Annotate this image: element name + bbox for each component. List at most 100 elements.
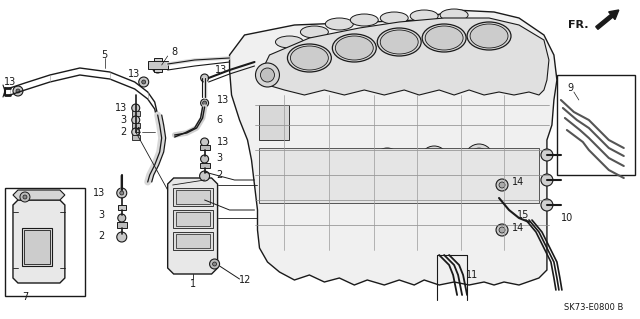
Bar [557,75,635,175]
Bar [22,228,52,266]
Ellipse shape [377,28,421,56]
Ellipse shape [325,18,353,30]
Circle shape [541,149,553,161]
Bar [175,212,209,226]
Circle shape [373,148,401,176]
Bar [118,205,125,210]
Circle shape [153,63,163,73]
Bar [173,188,212,206]
Polygon shape [257,18,549,95]
Text: SK73-E0800 B: SK73-E0800 B [564,303,623,313]
Text: 4: 4 [134,127,141,137]
Circle shape [200,171,209,181]
Circle shape [275,156,303,184]
Circle shape [424,150,444,170]
Circle shape [541,174,553,186]
Circle shape [13,86,23,96]
Ellipse shape [335,36,373,60]
Text: 3: 3 [120,115,127,125]
FancyArrow shape [596,10,619,29]
Ellipse shape [287,44,332,72]
Bar [173,210,212,228]
Circle shape [16,89,20,93]
Text: 13: 13 [127,69,140,79]
Circle shape [212,262,216,266]
Circle shape [499,182,505,188]
Circle shape [541,199,553,211]
Text: 10: 10 [561,213,573,223]
Bar [200,163,209,168]
Bar [148,61,168,69]
Ellipse shape [275,36,303,48]
Text: 9: 9 [568,83,574,93]
Circle shape [496,224,508,236]
Ellipse shape [380,30,418,54]
Circle shape [465,144,493,172]
Text: 13: 13 [4,77,16,87]
Text: 13: 13 [93,188,105,198]
Text: 2: 2 [99,231,105,241]
Circle shape [330,155,349,175]
Bar [259,148,539,203]
Text: 13: 13 [216,137,229,147]
Text: 2: 2 [216,170,223,180]
Circle shape [116,232,127,242]
Circle shape [255,63,280,87]
Ellipse shape [470,24,508,48]
Circle shape [260,68,275,82]
Bar [200,145,209,150]
Circle shape [20,192,30,202]
Text: 14: 14 [512,177,524,187]
Text: 8: 8 [172,47,178,57]
Circle shape [200,99,209,107]
Text: FR.: FR. [568,20,589,30]
Text: 7: 7 [22,292,28,302]
Text: 13: 13 [214,65,227,75]
Text: 5: 5 [102,50,108,60]
Circle shape [377,152,397,172]
Circle shape [200,74,209,82]
Bar [173,232,212,250]
Circle shape [132,116,140,124]
Bar [259,105,289,140]
Polygon shape [230,10,557,285]
Circle shape [200,155,209,163]
Text: 3: 3 [99,210,105,220]
Circle shape [139,77,148,87]
Bar [24,230,50,264]
Bar [132,135,140,140]
Ellipse shape [332,34,376,62]
Text: 13: 13 [115,103,127,113]
Bar [116,222,127,228]
Circle shape [120,191,124,195]
Text: 3: 3 [216,153,223,163]
Circle shape [469,148,489,168]
Circle shape [132,104,140,112]
Ellipse shape [380,12,408,24]
Ellipse shape [300,26,328,38]
Polygon shape [13,200,65,283]
Circle shape [496,179,508,191]
Text: 12: 12 [239,275,252,285]
Ellipse shape [440,9,468,21]
Circle shape [420,146,448,174]
Circle shape [116,188,127,198]
Circle shape [325,151,353,179]
Bar [132,111,140,116]
Circle shape [203,101,207,105]
Bar [5,188,85,296]
Ellipse shape [422,24,466,52]
Ellipse shape [350,14,378,26]
Circle shape [280,160,300,180]
Bar [132,123,140,128]
Bar [175,234,209,248]
Polygon shape [168,178,218,274]
Text: 1: 1 [189,279,196,289]
Circle shape [209,259,220,269]
Text: 14: 14 [512,223,524,233]
Ellipse shape [425,26,463,50]
Bar [154,58,162,72]
Circle shape [499,227,505,233]
Ellipse shape [410,10,438,22]
Ellipse shape [467,22,511,50]
